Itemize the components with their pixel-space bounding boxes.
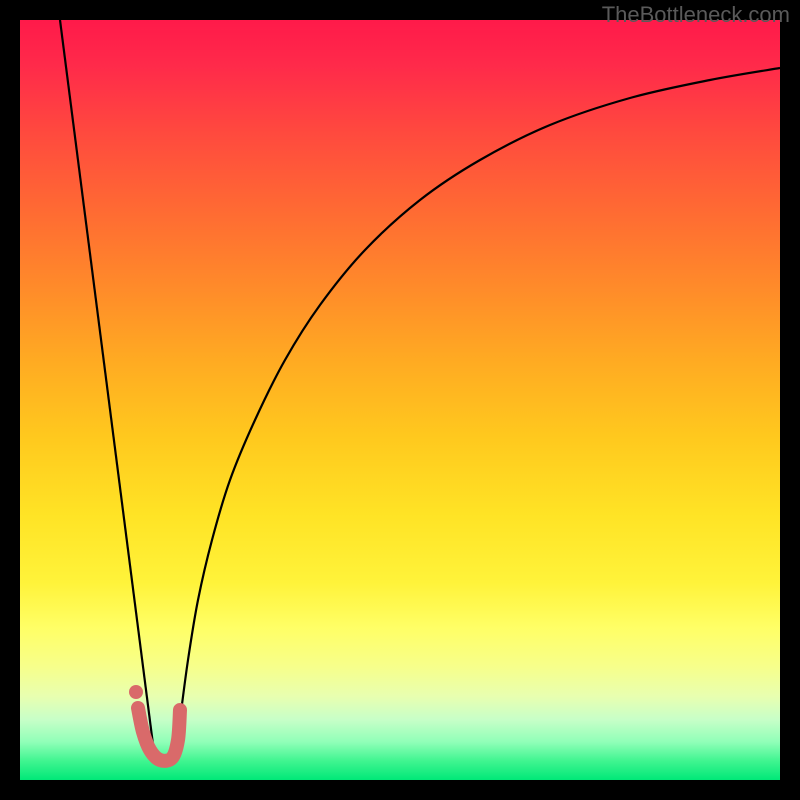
watermark-text: TheBottleneck.com	[602, 2, 790, 28]
left-v-line	[60, 20, 155, 760]
marker-dot	[129, 685, 143, 699]
marker-u	[138, 708, 180, 761]
right-curve	[175, 68, 780, 760]
chart-container: TheBottleneck.com	[0, 0, 800, 800]
curves-layer	[20, 20, 780, 780]
plot-area	[20, 20, 780, 780]
